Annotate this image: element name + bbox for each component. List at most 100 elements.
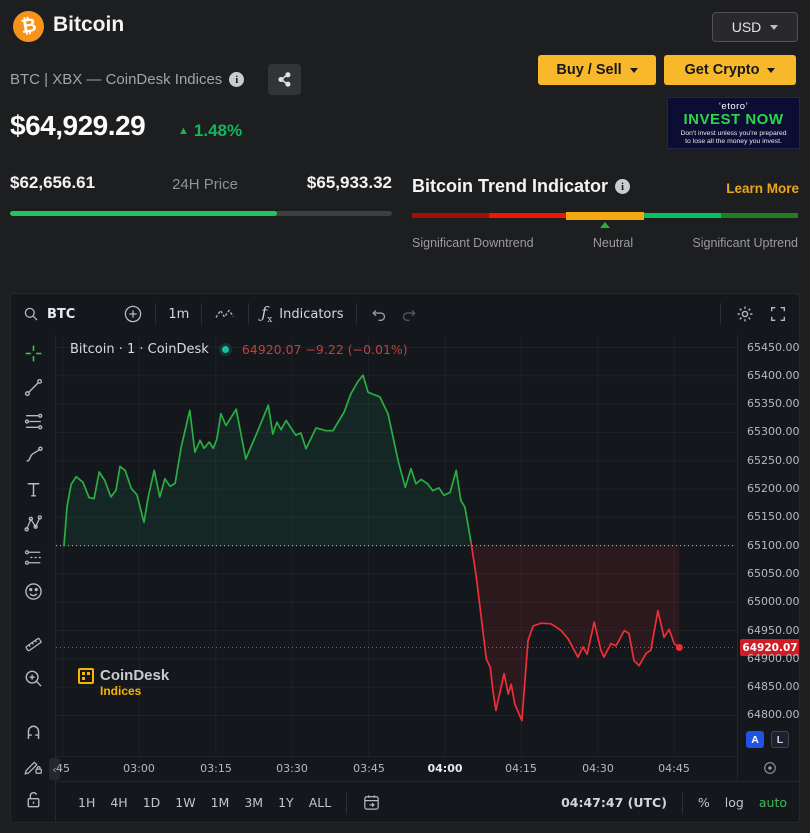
toolbar-divider (681, 791, 683, 814)
page-title: Bitcoin (53, 13, 125, 36)
percent-scale-button[interactable]: % (697, 795, 710, 810)
range-button-1y[interactable]: 1Y (278, 795, 294, 810)
indicators-label: Indicators (279, 306, 344, 322)
trend-scale-labels: Significant Downtrend Neutral Significan… (412, 236, 798, 250)
magnet-icon[interactable] (22, 721, 44, 742)
circle-dot-icon (764, 762, 776, 774)
trend-line-icon[interactable] (22, 377, 44, 398)
breadcrumb: BTC | XBX — CoinDesk Indices i (10, 71, 245, 88)
fullscreen-button[interactable] (769, 305, 787, 323)
redo-button[interactable] (400, 305, 419, 324)
lock-all-icon[interactable] (22, 789, 44, 810)
index-name: BTC | XBX — CoinDesk Indices (10, 71, 223, 88)
gear-icon (737, 306, 753, 322)
share-icon (278, 72, 291, 87)
compare-add-button[interactable] (123, 304, 143, 324)
session-clock[interactable]: 04:47:47 (UTC) (561, 795, 667, 810)
trend-label-uptrend: Significant Uptrend (692, 236, 798, 250)
fib-retracement-icon[interactable] (22, 411, 44, 432)
buy-sell-button[interactable]: Buy / Sell (538, 55, 656, 85)
time-axis[interactable]: 45 03:00 03:15 03:30 03:45 04:00 04:15 04:30 04:… (56, 756, 737, 781)
trend-segment (720, 213, 799, 218)
xabcd-pattern-icon[interactable] (22, 513, 44, 534)
range-label: 24H Price (172, 176, 238, 193)
currency-selector[interactable]: USD (712, 12, 798, 42)
chevron-down-icon (629, 67, 638, 73)
interval-button[interactable]: 1m (168, 306, 190, 322)
time-tick: 03:45 (353, 762, 385, 775)
symbol-label: BTC (47, 306, 76, 322)
range-button-1h[interactable]: 1H (78, 795, 96, 810)
price-tick: 64950.00 (747, 624, 800, 637)
brush-icon[interactable] (22, 445, 44, 466)
price-tick: 64800.00 (747, 708, 800, 721)
chart-panel: BTC 1m ƒx Indicators (10, 293, 800, 823)
chart-toolbar: BTC 1m ƒx Indicators (11, 294, 799, 334)
price-tick: 65400.00 (747, 369, 800, 382)
chart-plot-area[interactable] (56, 335, 736, 756)
range-button-all[interactable]: ALL (308, 795, 332, 810)
etoro-ad-banner[interactable]: ‘etoro’ INVEST NOW Don't invest unless y… (667, 97, 800, 149)
crosshair-icon[interactable] (22, 343, 44, 364)
fx-icon: ƒx (261, 302, 273, 326)
indicators-button[interactable]: ƒx Indicators (261, 303, 343, 325)
last-price-badge: 64920.07 (740, 639, 799, 656)
text-icon[interactable] (22, 479, 44, 500)
range-button-1m[interactable]: 1M (210, 795, 230, 810)
price-tick: 65250.00 (747, 454, 800, 467)
symbol-search-button[interactable]: BTC (23, 306, 75, 323)
trend-segment (489, 213, 567, 218)
ad-disclaimer: Don't invest unless you're prepared to lo… (680, 129, 787, 145)
emoji-icon[interactable] (22, 581, 44, 602)
learn-more-link[interactable]: Learn More (726, 181, 799, 196)
undo-button[interactable] (369, 305, 388, 324)
range-button-3m[interactable]: 3M (244, 795, 264, 810)
info-icon[interactable]: i (615, 179, 631, 194)
toolbar-divider (720, 303, 721, 325)
chevron-down-icon (770, 24, 779, 30)
ruler-icon[interactable] (22, 634, 44, 655)
time-tick: 04:45 (658, 762, 690, 775)
toolbar-divider (346, 791, 348, 814)
toolbar-divider (355, 303, 357, 325)
zoom-in-icon[interactable] (22, 668, 44, 689)
price-tick: 64900.00 (747, 652, 800, 665)
long-position-icon[interactable] (22, 547, 44, 568)
range-button-1w[interactable]: 1W (175, 795, 196, 810)
time-axis-settings-button[interactable] (762, 760, 778, 776)
chart-bottom-bar: 1H 4H 1D 1W 1M 3M 1Y ALL 04:47:47 (UTC) % log a… (56, 781, 799, 822)
buy-sell-label: Buy / Sell (556, 62, 622, 78)
go-to-date-button[interactable] (362, 793, 381, 812)
circle-plus-icon (125, 305, 142, 323)
price-tick: 65350.00 (747, 397, 800, 410)
price-tick: 65300.00 (747, 425, 800, 438)
range-button-4h[interactable]: 4H (110, 795, 128, 810)
price-axis[interactable]: 64920.07 A L 65450.00 65400.00 65350.00 653… (737, 335, 800, 781)
time-tick: 45 (56, 762, 70, 775)
lock-scale-button[interactable]: L (771, 731, 789, 748)
btc-symbol-icon: ₿ (19, 13, 38, 39)
time-tick: 04:30 (582, 762, 614, 775)
price-change: ▲ 1.48% (178, 121, 242, 141)
info-icon[interactable]: i (229, 72, 245, 87)
price-tick: 65200.00 (747, 482, 800, 495)
up-arrow-icon: ▲ (178, 125, 189, 137)
time-tick: 04:15 (505, 762, 537, 775)
auto-scale-toggle[interactable]: auto (758, 795, 787, 810)
drawing-lock-icon[interactable] (22, 755, 44, 776)
get-crypto-button[interactable]: Get Crypto (664, 55, 796, 85)
time-tick: 03:15 (200, 762, 232, 775)
chart-settings-button[interactable] (735, 304, 755, 324)
toolbar-divider (201, 303, 203, 325)
log-scale-button[interactable]: log (724, 795, 744, 810)
auto-scale-button[interactable]: A (746, 731, 764, 748)
trend-gauge-bar (412, 211, 799, 220)
collapse-toolbar-button[interactable]: ‹ (49, 758, 60, 780)
chevron-down-icon (767, 67, 776, 73)
toolbar-divider (155, 303, 157, 325)
range-button-1d[interactable]: 1D (142, 795, 161, 810)
share-button[interactable] (268, 64, 301, 95)
chart-style-button[interactable] (214, 306, 236, 322)
trend-label-neutral: Neutral (592, 236, 634, 250)
undo-icon (371, 309, 385, 321)
